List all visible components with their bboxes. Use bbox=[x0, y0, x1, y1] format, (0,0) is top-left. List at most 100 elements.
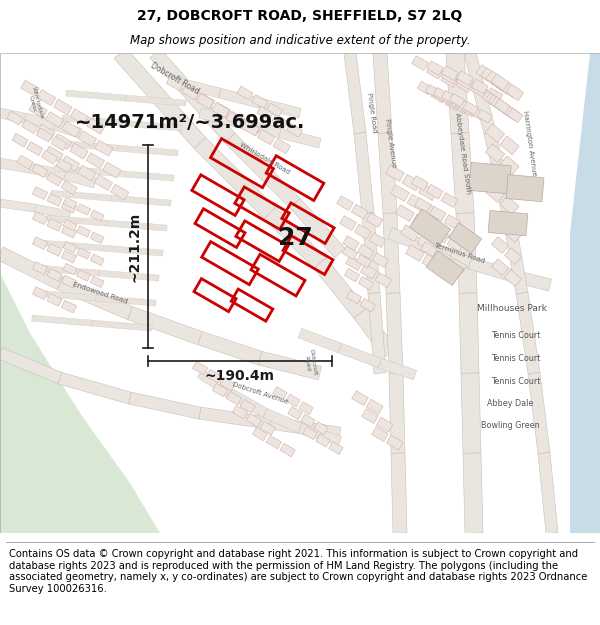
Polygon shape bbox=[199, 407, 271, 429]
Polygon shape bbox=[239, 118, 281, 138]
Polygon shape bbox=[220, 378, 235, 391]
Polygon shape bbox=[273, 387, 287, 399]
Polygon shape bbox=[386, 165, 404, 181]
Polygon shape bbox=[407, 194, 426, 211]
Polygon shape bbox=[502, 212, 528, 294]
Polygon shape bbox=[58, 140, 118, 151]
Polygon shape bbox=[352, 391, 368, 406]
Polygon shape bbox=[7, 111, 23, 125]
Polygon shape bbox=[366, 213, 383, 228]
Polygon shape bbox=[431, 89, 446, 103]
Polygon shape bbox=[360, 298, 376, 312]
Polygon shape bbox=[0, 108, 26, 123]
Polygon shape bbox=[314, 422, 328, 434]
Polygon shape bbox=[346, 256, 362, 271]
Polygon shape bbox=[273, 139, 290, 154]
Polygon shape bbox=[433, 228, 449, 243]
Polygon shape bbox=[298, 329, 342, 352]
Polygon shape bbox=[266, 436, 281, 449]
Polygon shape bbox=[501, 81, 519, 98]
Polygon shape bbox=[179, 78, 221, 98]
Polygon shape bbox=[12, 133, 28, 147]
Polygon shape bbox=[439, 264, 457, 281]
Polygon shape bbox=[63, 198, 77, 209]
Polygon shape bbox=[425, 84, 440, 98]
Polygon shape bbox=[66, 90, 126, 101]
Polygon shape bbox=[500, 156, 519, 175]
Text: ~14971m²/~3.699ac.: ~14971m²/~3.699ac. bbox=[75, 113, 305, 132]
Polygon shape bbox=[242, 121, 259, 136]
Polygon shape bbox=[128, 306, 202, 345]
Polygon shape bbox=[61, 275, 77, 288]
Polygon shape bbox=[259, 351, 322, 380]
Polygon shape bbox=[570, 53, 600, 533]
Polygon shape bbox=[0, 158, 31, 173]
Polygon shape bbox=[226, 391, 241, 405]
Polygon shape bbox=[500, 176, 519, 195]
Polygon shape bbox=[61, 200, 77, 213]
Polygon shape bbox=[485, 124, 505, 142]
Polygon shape bbox=[0, 247, 63, 289]
Polygon shape bbox=[129, 392, 201, 419]
Text: Endowood Road: Endowood Road bbox=[71, 281, 128, 305]
Polygon shape bbox=[303, 427, 317, 439]
Polygon shape bbox=[257, 106, 273, 120]
Polygon shape bbox=[90, 254, 104, 266]
Polygon shape bbox=[63, 263, 77, 275]
Polygon shape bbox=[77, 226, 91, 237]
Polygon shape bbox=[439, 92, 454, 106]
Polygon shape bbox=[61, 225, 77, 238]
Polygon shape bbox=[103, 162, 121, 178]
Polygon shape bbox=[111, 195, 171, 206]
Polygon shape bbox=[286, 394, 300, 407]
Polygon shape bbox=[469, 106, 484, 120]
Polygon shape bbox=[343, 236, 359, 251]
Polygon shape bbox=[464, 52, 496, 134]
Text: Terminus Road: Terminus Road bbox=[434, 242, 486, 264]
Polygon shape bbox=[481, 68, 499, 84]
Polygon shape bbox=[77, 248, 91, 259]
Polygon shape bbox=[32, 164, 48, 177]
Polygon shape bbox=[43, 240, 103, 251]
Polygon shape bbox=[468, 258, 512, 281]
Polygon shape bbox=[290, 199, 345, 258]
Polygon shape bbox=[471, 82, 488, 98]
Polygon shape bbox=[451, 132, 474, 214]
Polygon shape bbox=[428, 224, 448, 241]
Polygon shape bbox=[0, 199, 35, 212]
Polygon shape bbox=[421, 242, 437, 256]
Polygon shape bbox=[358, 276, 373, 290]
Polygon shape bbox=[197, 369, 233, 398]
Polygon shape bbox=[34, 204, 71, 219]
Polygon shape bbox=[47, 194, 62, 206]
Polygon shape bbox=[62, 115, 122, 126]
Polygon shape bbox=[251, 94, 268, 109]
Polygon shape bbox=[485, 184, 505, 203]
Polygon shape bbox=[446, 52, 469, 134]
Polygon shape bbox=[47, 219, 62, 231]
Text: Dobcroft Avenue: Dobcroft Avenue bbox=[232, 381, 289, 405]
Polygon shape bbox=[219, 88, 261, 108]
Polygon shape bbox=[472, 79, 488, 94]
Polygon shape bbox=[484, 132, 514, 214]
Polygon shape bbox=[391, 185, 409, 201]
Polygon shape bbox=[240, 399, 256, 413]
Text: Millhouses Park: Millhouses Park bbox=[477, 304, 547, 312]
Polygon shape bbox=[0, 273, 160, 533]
Polygon shape bbox=[422, 254, 441, 271]
Polygon shape bbox=[457, 71, 473, 86]
Polygon shape bbox=[461, 373, 481, 453]
Polygon shape bbox=[491, 97, 507, 111]
Polygon shape bbox=[46, 172, 62, 186]
Polygon shape bbox=[182, 84, 199, 100]
Polygon shape bbox=[482, 91, 498, 106]
Polygon shape bbox=[344, 52, 366, 134]
Polygon shape bbox=[498, 102, 514, 117]
Polygon shape bbox=[99, 270, 159, 281]
Polygon shape bbox=[379, 358, 416, 380]
Polygon shape bbox=[53, 121, 82, 138]
Polygon shape bbox=[269, 417, 341, 439]
Text: ~211.2m: ~211.2m bbox=[127, 211, 141, 282]
Polygon shape bbox=[107, 220, 167, 231]
Polygon shape bbox=[193, 361, 208, 375]
